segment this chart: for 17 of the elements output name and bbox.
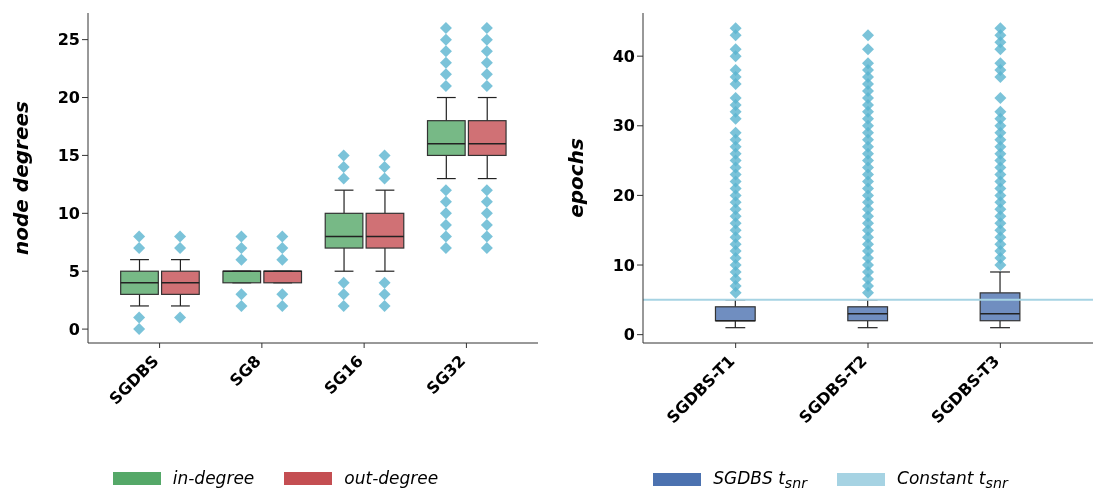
y-tick-label: 20	[57, 88, 80, 108]
y-axis-title: epochs	[564, 138, 589, 218]
legend-label: SGDBS t$_{snr}$	[713, 468, 808, 492]
y-tick-label: 10	[57, 204, 80, 223]
y-tick-label: 15	[57, 146, 80, 166]
legend-label: Constant t$_{snr}$	[897, 468, 1008, 492]
legend-label: out-degree	[344, 468, 439, 488]
y-tick-label: 0	[623, 325, 635, 345]
y-tick-label: 25	[57, 30, 80, 50]
y-tick-label: 30	[612, 116, 635, 136]
y-tick-label: 20	[612, 186, 635, 206]
y-tick-label: 0	[68, 319, 80, 339]
y-tick-label: 5	[68, 261, 80, 281]
y-tick-label: 40	[612, 46, 635, 66]
legend-label: in-degree	[172, 468, 255, 488]
y-axis-title: node degrees	[9, 100, 34, 255]
y-tick-label: 10	[612, 255, 635, 275]
